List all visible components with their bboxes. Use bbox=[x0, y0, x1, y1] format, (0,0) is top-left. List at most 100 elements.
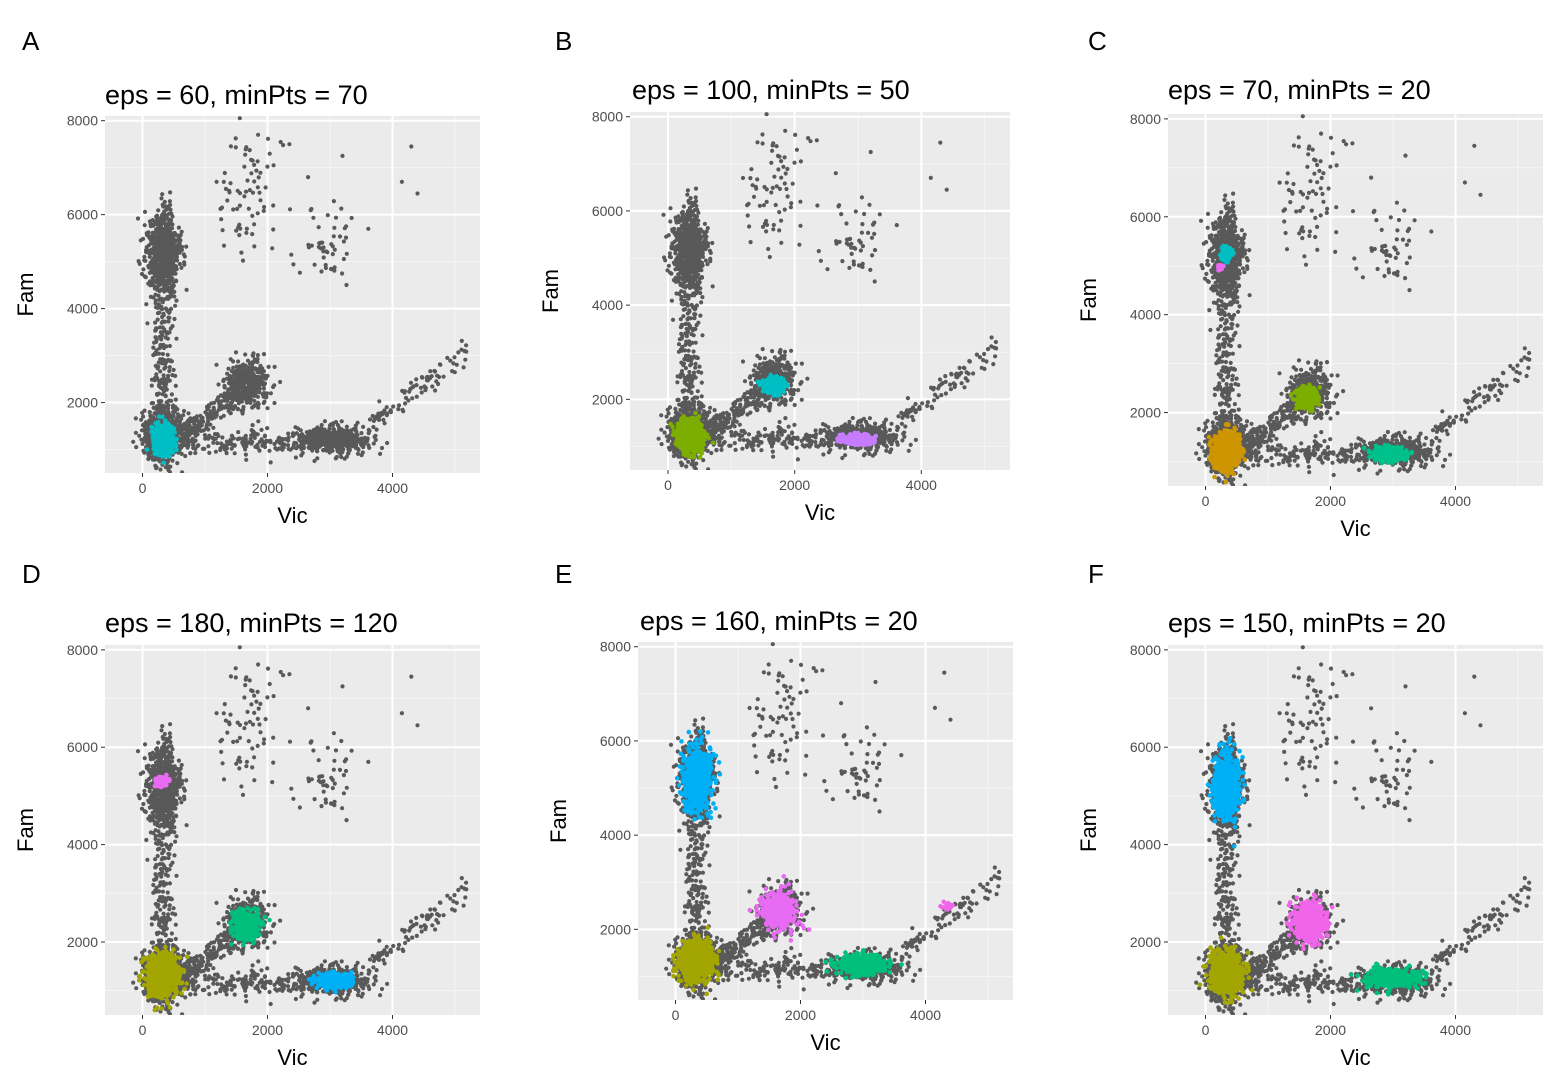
noise-point bbox=[148, 294, 153, 299]
noise-point bbox=[144, 439, 149, 444]
noise-point bbox=[418, 385, 423, 390]
noise-point bbox=[240, 392, 246, 397]
noise-point bbox=[158, 467, 163, 472]
noise-point bbox=[366, 226, 371, 231]
noise-point bbox=[243, 147, 248, 152]
noise-point bbox=[366, 431, 371, 436]
noise-point bbox=[157, 289, 162, 294]
noise-point bbox=[179, 229, 184, 234]
noise-point bbox=[163, 262, 168, 268]
noise-point bbox=[250, 353, 256, 358]
noise-point bbox=[258, 170, 263, 175]
noise-point bbox=[236, 430, 241, 435]
noise-point bbox=[434, 379, 439, 384]
noise-point bbox=[166, 319, 171, 324]
cluster-point bbox=[168, 427, 174, 433]
noise-point bbox=[235, 188, 240, 193]
noise-point bbox=[679, 289, 684, 294]
noise-point bbox=[265, 136, 271, 141]
noise-point bbox=[362, 441, 367, 446]
noise-point bbox=[176, 225, 181, 230]
noise-point bbox=[205, 407, 210, 412]
noise-point bbox=[221, 443, 226, 448]
noise-point bbox=[315, 449, 320, 454]
noise-point bbox=[327, 442, 332, 447]
noise-point bbox=[410, 396, 415, 401]
noise-point bbox=[250, 361, 255, 367]
noise-point bbox=[195, 414, 200, 419]
noise-point bbox=[184, 287, 189, 292]
noise-point bbox=[700, 295, 705, 300]
noise-point bbox=[425, 378, 431, 383]
noise-point bbox=[454, 362, 459, 367]
noise-point bbox=[168, 239, 173, 244]
cluster-point bbox=[156, 430, 162, 436]
noise-point bbox=[318, 246, 323, 251]
noise-point bbox=[377, 417, 382, 422]
noise-point bbox=[160, 351, 165, 357]
noise-point bbox=[286, 431, 291, 436]
noise-point bbox=[689, 203, 695, 209]
noise-point bbox=[712, 408, 717, 413]
noise-point bbox=[172, 250, 177, 255]
y-tick-label: 2000 bbox=[592, 391, 623, 407]
noise-point bbox=[344, 424, 349, 429]
noise-point bbox=[195, 432, 200, 437]
noise-point bbox=[159, 242, 164, 247]
noise-point bbox=[181, 252, 186, 257]
noise-point bbox=[157, 310, 162, 315]
noise-point bbox=[154, 227, 159, 233]
noise-point bbox=[155, 317, 160, 322]
noise-point bbox=[164, 344, 169, 349]
noise-point bbox=[666, 263, 672, 268]
noise-point bbox=[342, 431, 347, 436]
noise-point bbox=[252, 162, 257, 167]
noise-point bbox=[659, 413, 664, 418]
noise-point bbox=[248, 397, 253, 402]
noise-point bbox=[681, 240, 686, 246]
cluster-point bbox=[161, 460, 167, 466]
noise-point bbox=[164, 380, 169, 385]
noise-point bbox=[172, 294, 177, 299]
noise-point bbox=[236, 359, 241, 364]
noise-point bbox=[222, 170, 227, 176]
noise-point bbox=[700, 251, 705, 256]
noise-point bbox=[272, 364, 277, 369]
noise-point bbox=[445, 355, 450, 360]
noise-point bbox=[253, 444, 258, 449]
noise-point bbox=[211, 436, 216, 441]
noise-point bbox=[166, 211, 172, 216]
y-tick-label: 8000 bbox=[592, 109, 623, 125]
noise-point bbox=[143, 435, 148, 440]
noise-point bbox=[149, 383, 154, 388]
noise-point bbox=[235, 407, 240, 412]
noise-point bbox=[158, 280, 163, 285]
noise-point bbox=[211, 425, 216, 430]
noise-point bbox=[256, 132, 261, 137]
noise-point bbox=[355, 451, 361, 456]
plot-title: eps = 100, minPts = 50 bbox=[632, 75, 910, 105]
cluster-point bbox=[144, 447, 150, 452]
noise-point bbox=[265, 406, 270, 411]
noise-point bbox=[321, 255, 326, 260]
noise-point bbox=[410, 385, 415, 390]
noise-point bbox=[280, 447, 285, 452]
noise-point bbox=[173, 232, 178, 238]
noise-point bbox=[167, 343, 172, 349]
noise-point bbox=[685, 238, 690, 243]
noise-point bbox=[332, 265, 337, 270]
noise-point bbox=[463, 357, 468, 362]
noise-point bbox=[331, 234, 336, 239]
noise-point bbox=[323, 262, 328, 268]
noise-point bbox=[285, 443, 291, 448]
noise-point bbox=[149, 455, 154, 460]
noise-point bbox=[225, 394, 231, 399]
noise-point bbox=[700, 263, 705, 268]
noise-point bbox=[159, 267, 164, 272]
noise-point bbox=[255, 159, 260, 164]
noise-point bbox=[353, 443, 359, 448]
noise-point bbox=[261, 208, 266, 213]
noise-point bbox=[173, 383, 178, 388]
noise-point bbox=[706, 241, 711, 246]
noise-point bbox=[349, 215, 354, 221]
